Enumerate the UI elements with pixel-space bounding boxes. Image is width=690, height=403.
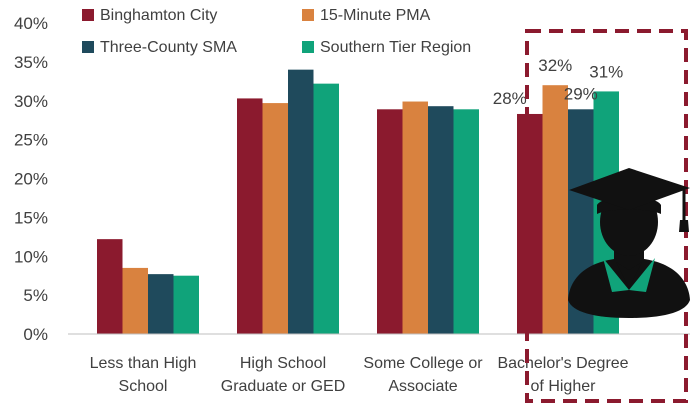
data-label: 29% bbox=[564, 84, 598, 103]
y-tick-label: 35% bbox=[14, 53, 48, 72]
legend-swatch bbox=[82, 9, 94, 21]
bar-binghamton-city-3 bbox=[517, 113, 543, 334]
bar-binghamton-city-2 bbox=[377, 109, 403, 335]
y-tick-label: 30% bbox=[14, 92, 48, 111]
graduate-tassel bbox=[679, 220, 689, 232]
data-label: 28% bbox=[493, 89, 527, 108]
bar-15-minute-pma-0 bbox=[122, 267, 148, 334]
bars: 28% 32% 29% 31% bbox=[97, 56, 623, 335]
bar-three-county-sma-1 bbox=[288, 69, 314, 335]
graduate-collar-v bbox=[616, 262, 642, 288]
y-tick-label: 5% bbox=[23, 286, 48, 305]
x-category-label: Associate bbox=[388, 378, 457, 395]
y-tick-label: 10% bbox=[14, 247, 48, 266]
y-tick-label: 15% bbox=[14, 208, 48, 227]
legend-label: Southern Tier Region bbox=[320, 39, 471, 56]
legend-label: Binghamton City bbox=[100, 7, 217, 24]
x-category-label: Bachelor's Degree bbox=[497, 355, 628, 372]
legend-label: Three-County SMA bbox=[100, 39, 237, 56]
bar-15-minute-pma-3 bbox=[542, 85, 568, 334]
x-category-label: of Higher bbox=[531, 378, 597, 395]
y-tick-label: 0% bbox=[23, 325, 48, 344]
x-axis: Less than High School High School Graduate … bbox=[68, 333, 690, 395]
bar-binghamton-city-0 bbox=[97, 239, 123, 334]
y-tick-label: 20% bbox=[14, 170, 48, 189]
x-category-label: High School bbox=[240, 355, 326, 372]
x-category-label: Graduate or GED bbox=[221, 378, 346, 395]
legend-swatch bbox=[302, 9, 314, 21]
x-category-label: Less than High bbox=[90, 355, 197, 372]
bar-binghamton-city-1 bbox=[237, 98, 263, 334]
highlight-box bbox=[525, 29, 688, 403]
legend-swatch bbox=[302, 41, 314, 53]
x-category-label: School bbox=[119, 378, 168, 395]
legend: Binghamton City 15-Minute PMA Three-County… bbox=[82, 7, 471, 56]
x-category-label: Some College or bbox=[363, 355, 483, 372]
bar-southern-tier-region-2 bbox=[453, 109, 479, 335]
graduate-icon bbox=[568, 168, 690, 318]
data-label: 31% bbox=[589, 62, 623, 81]
legend-swatch bbox=[82, 41, 94, 53]
bar-southern-tier-region-1 bbox=[313, 83, 339, 335]
y-tick-label: 40% bbox=[14, 14, 48, 33]
bar-three-county-sma-0 bbox=[148, 274, 174, 334]
bar-three-county-sma-2 bbox=[428, 106, 454, 334]
data-label: 32% bbox=[538, 56, 572, 75]
y-tick-label: 25% bbox=[14, 131, 48, 150]
graduate-collar-right bbox=[629, 258, 655, 292]
bar-15-minute-pma-1 bbox=[262, 103, 288, 335]
legend-label: 15-Minute PMA bbox=[320, 7, 431, 24]
y-axis: 0% 5% 10% 15% 20% 25% 30% 35% 40% bbox=[14, 14, 48, 344]
graduate-mortarboard bbox=[569, 168, 690, 210]
bar-southern-tier-region-0 bbox=[173, 275, 199, 334]
graduate-collar-left bbox=[603, 258, 629, 292]
bar-15-minute-pma-2 bbox=[402, 101, 428, 334]
